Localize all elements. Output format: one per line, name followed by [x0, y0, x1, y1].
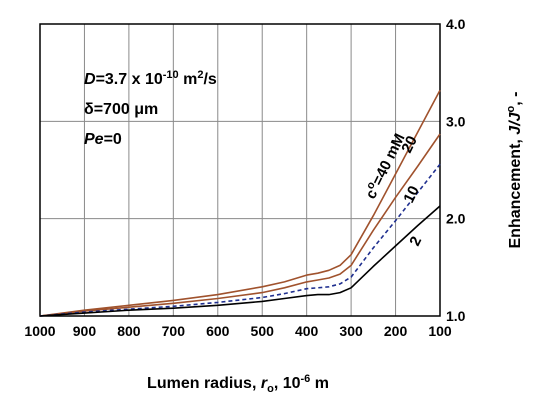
peclet-annotation: Pe=0 [84, 131, 122, 148]
series-line-20 [39, 133, 441, 317]
y-tick-label: 3.0 [446, 113, 466, 129]
y-tick-labels: 1.0 2.0 3.0 4.0 [446, 16, 466, 324]
x-tick-label: 300 [339, 323, 363, 339]
x-tick-labels: 1000 900 800 700 600 500 400 300 200 100 [24, 323, 451, 339]
series-labels: co=40 mM 20 10 2 [362, 131, 425, 249]
plot-frame [39, 23, 441, 317]
series-line-40 [39, 89, 441, 317]
series-line-10 [39, 163, 441, 317]
x-tick-label: 600 [206, 323, 230, 339]
series-line-2 [39, 205, 441, 317]
series-label-20: 20 [398, 133, 421, 155]
x-tick-label: 500 [251, 323, 275, 339]
x-tick-label: 200 [384, 323, 408, 339]
y-tick-label: 1.0 [446, 308, 466, 324]
thickness-annotation: δ=700 μm [84, 101, 158, 118]
diffusivity-annotation: D=3.7 x 10-10 m2/s [84, 69, 217, 88]
x-tick-label: 900 [73, 323, 97, 339]
series-label-2: 2 [406, 234, 425, 249]
series-layer [39, 89, 441, 317]
x-tick-label: 700 [162, 323, 186, 339]
y-tick-label: 4.0 [446, 16, 466, 32]
x-tick-label: 800 [117, 323, 141, 339]
x-tick-label: 400 [295, 323, 319, 339]
x-tick-label: 100 [428, 323, 452, 339]
x-tick-label: 1000 [24, 323, 55, 339]
series-label-10: 10 [400, 183, 423, 205]
y-axis-title: Enhancement, J/Jo, - [505, 91, 524, 248]
x-axis-title: Lumen radius, ro, 10-6 m [147, 373, 329, 395]
y-tick-label: 2.0 [446, 211, 466, 227]
